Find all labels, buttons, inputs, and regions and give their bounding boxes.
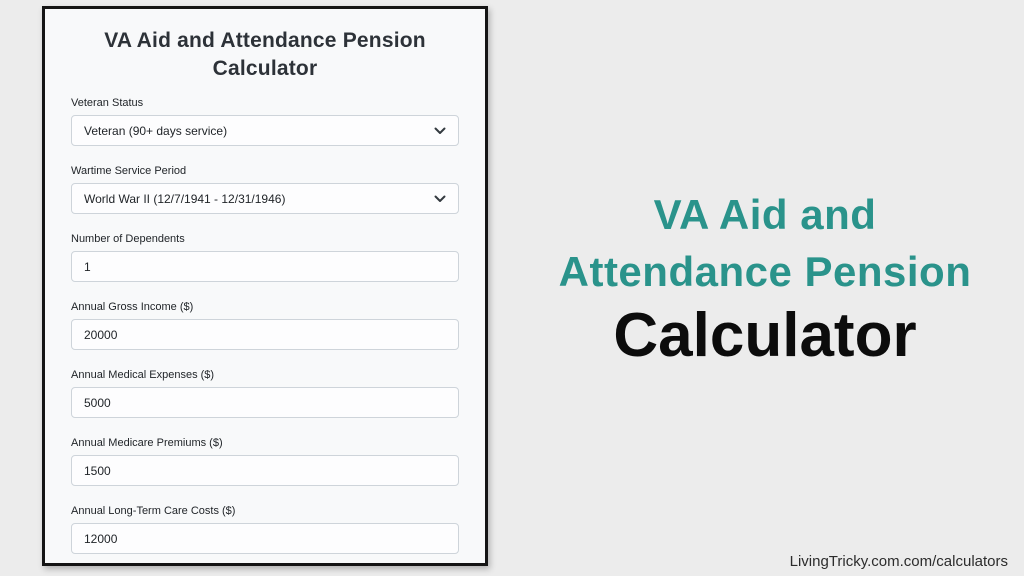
number-of-dependents-input[interactable] [71, 251, 459, 282]
field-label: Veteran Status [71, 97, 144, 109]
field-label: Annual Medicare Premiums ($) [71, 437, 223, 449]
form-group: Wartime Service Period World War II (12/… [71, 165, 459, 214]
field-label: Number of Dependents [71, 233, 185, 245]
form-group: Annual Medicare Premiums ($) [71, 437, 459, 486]
form-group: Annual Long-Term Care Costs ($) [71, 505, 459, 554]
form-group: Number of Dependents [71, 233, 459, 282]
form-group: Annual Medical Expenses ($) [71, 369, 459, 418]
form-group: Veteran Status Veteran (90+ days service… [71, 97, 459, 146]
hero-line3: Calculator [613, 301, 917, 370]
annual-medical-expenses-input[interactable] [71, 387, 459, 418]
field-label: Annual Long-Term Care Costs ($) [71, 505, 236, 517]
hero-line1: VA Aid and [653, 191, 877, 238]
annual-gross-income-input[interactable] [71, 319, 459, 350]
card-title-line2: Calculator [212, 57, 318, 80]
footer-url: LivingTricky.com.com/calculators [789, 553, 1008, 570]
veteran-status-select[interactable]: Veteran (90+ days service) [71, 115, 459, 146]
chevron-down-icon [434, 127, 446, 135]
calculator-form: Veteran Status Veteran (90+ days service… [45, 83, 485, 554]
wartime-service-period-select[interactable]: World War II (12/7/1941 - 12/31/1946) [71, 183, 459, 214]
annual-medicare-premiums-input[interactable] [71, 455, 459, 486]
hero-line2: Attendance Pension [558, 248, 972, 295]
select-value: Veteran (90+ days service) [84, 123, 228, 138]
chevron-down-icon [434, 195, 446, 203]
calculator-card: VA Aid and Attendance Pension Calculator … [42, 6, 488, 566]
field-label: Wartime Service Period [71, 165, 187, 177]
card-title-line1: VA Aid and Attendance Pension [104, 29, 426, 52]
select-value: World War II (12/7/1941 - 12/31/1946) [84, 191, 286, 206]
annual-long-term-care-costs-input[interactable] [71, 523, 459, 554]
field-label: Annual Medical Expenses ($) [71, 369, 215, 381]
hero-title: VA Aid and Attendance Pension Calculator [518, 186, 1012, 369]
form-group: Annual Gross Income ($) [71, 301, 459, 350]
card-title: VA Aid and Attendance Pension Calculator [55, 27, 475, 83]
field-label: Annual Gross Income ($) [71, 301, 194, 313]
